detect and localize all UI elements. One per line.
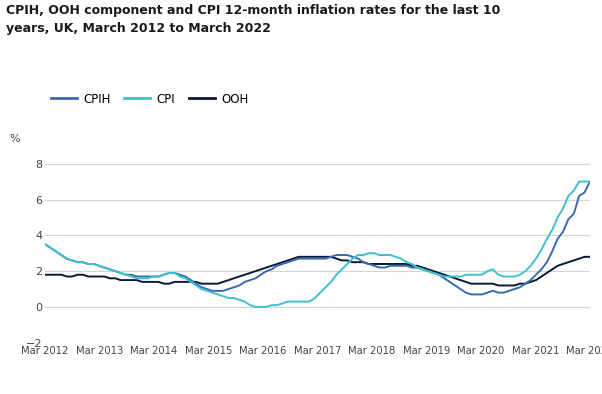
CPI bbox=[42, 242, 49, 247]
OOH bbox=[430, 269, 437, 273]
CPIH bbox=[473, 292, 480, 297]
CPIH bbox=[424, 269, 432, 273]
OOH bbox=[473, 281, 480, 286]
Legend: CPIH, CPI, OOH: CPIH, CPI, OOH bbox=[51, 93, 248, 106]
CPI bbox=[473, 272, 480, 277]
CPIH bbox=[42, 242, 49, 247]
OOH bbox=[295, 255, 302, 259]
OOH bbox=[42, 272, 49, 277]
Line: OOH: OOH bbox=[45, 257, 590, 286]
OOH bbox=[586, 255, 594, 259]
Line: CPIH: CPIH bbox=[45, 182, 590, 294]
CPIH bbox=[160, 272, 167, 277]
CPIH bbox=[586, 179, 594, 184]
CPIH bbox=[517, 285, 524, 290]
OOH bbox=[521, 281, 529, 286]
OOH bbox=[160, 281, 167, 286]
CPI bbox=[252, 305, 259, 309]
OOH bbox=[495, 283, 502, 288]
CPI bbox=[144, 276, 151, 281]
CPI bbox=[295, 299, 302, 304]
Text: CPIH, OOH component and CPI 12-month inflation rates for the last 10
years, UK, : CPIH, OOH component and CPI 12-month inf… bbox=[6, 4, 500, 35]
CPIH bbox=[468, 292, 475, 297]
OOH bbox=[290, 256, 297, 261]
CPI bbox=[576, 179, 583, 184]
CPI bbox=[430, 271, 437, 275]
Text: %: % bbox=[10, 134, 20, 144]
CPIH bbox=[290, 258, 297, 263]
Line: CPI: CPI bbox=[45, 182, 590, 307]
CPI bbox=[160, 272, 167, 277]
OOH bbox=[144, 279, 151, 284]
CPI bbox=[517, 272, 524, 277]
CPI bbox=[586, 179, 594, 184]
CPIH bbox=[144, 274, 151, 279]
